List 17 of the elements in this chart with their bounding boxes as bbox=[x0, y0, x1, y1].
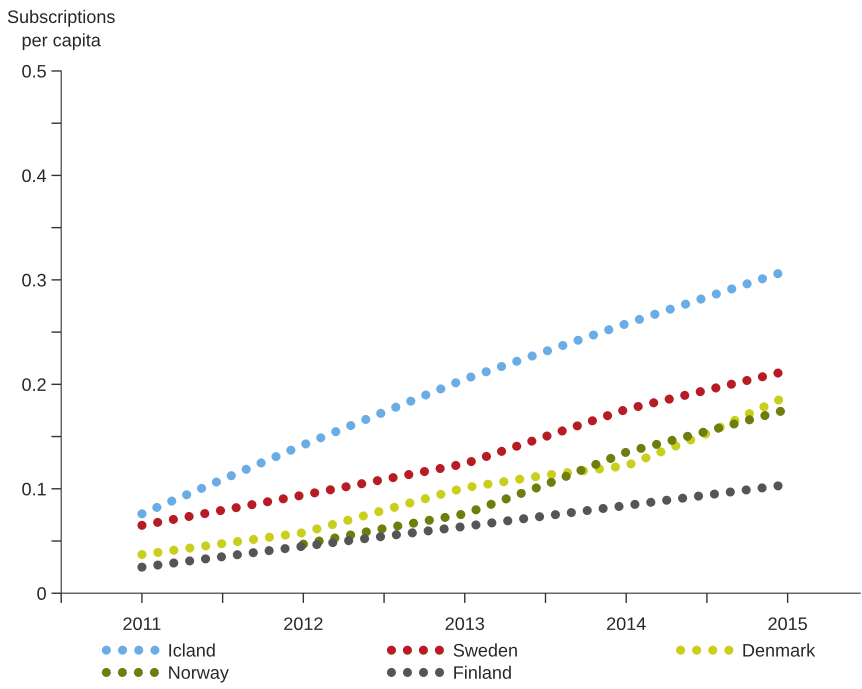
x-tick-label: 2012 bbox=[284, 617, 323, 630]
y-tick-label: 0.4 bbox=[22, 169, 46, 182]
y-tick-label: 0 bbox=[37, 587, 46, 600]
legend-label: Denmark bbox=[743, 643, 816, 657]
x-tick-label: 2014 bbox=[607, 617, 646, 630]
y-axis-title: Subscriptions per capita bbox=[8, 10, 115, 50]
y-tick-label: 0.5 bbox=[22, 64, 46, 78]
x-tick-label: 2015 bbox=[768, 617, 807, 630]
y-tick-label: 0.2 bbox=[22, 378, 46, 392]
legend-label: Finland bbox=[454, 666, 511, 679]
legend-label: Norway bbox=[169, 666, 229, 683]
x-tick-label: 2013 bbox=[446, 617, 484, 630]
x-tick-label: 2011 bbox=[123, 617, 160, 630]
legend-label: Sweden bbox=[454, 643, 517, 657]
y-tick-label: 0.3 bbox=[22, 274, 46, 287]
legend-label: Icland bbox=[169, 643, 215, 657]
y-tick-label: 0.1 bbox=[22, 482, 46, 496]
